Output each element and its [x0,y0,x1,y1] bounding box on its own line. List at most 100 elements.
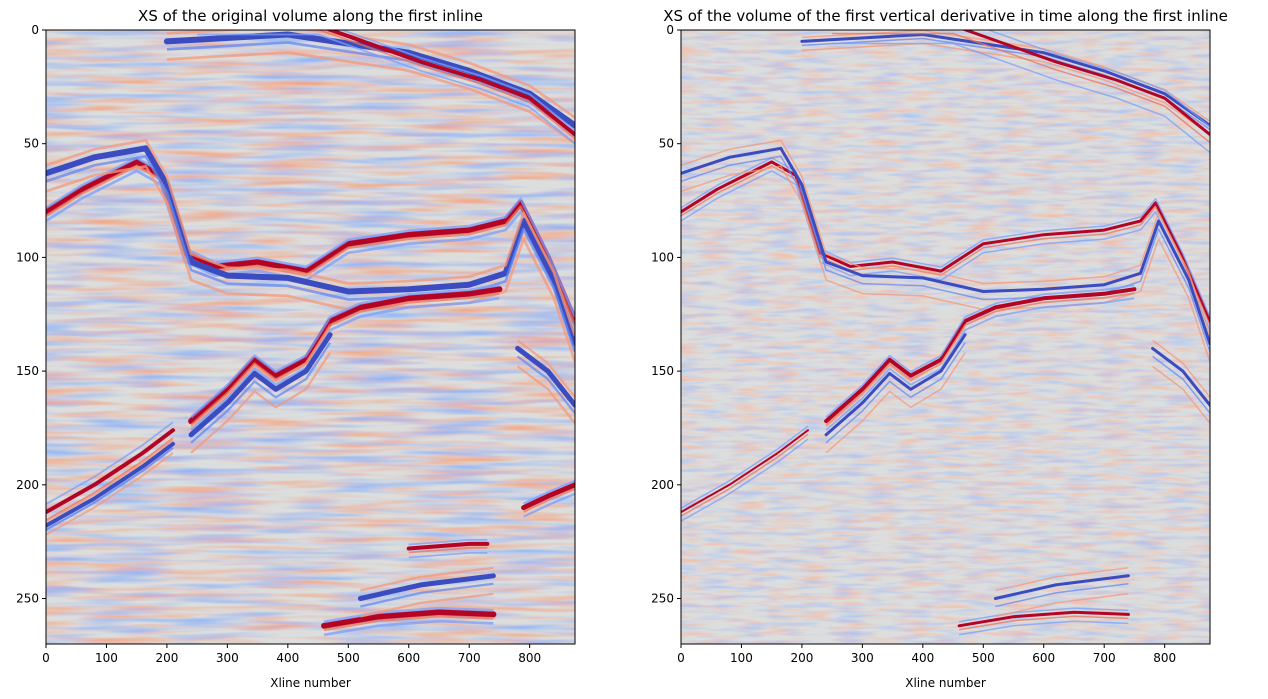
horizon-red [961,30,1210,137]
x-tick-label: 300 [216,651,239,665]
reflector-echo [681,425,809,509]
x-tick-label: 100 [95,651,118,665]
reflector-echo [190,326,332,428]
reflector-echo [832,32,1210,144]
reflector-echo [190,342,332,444]
horizon-blue [188,332,333,438]
reflector-echo [995,593,1129,618]
reflector-echo [190,283,500,419]
horizon-blue [46,145,575,347]
horizon-blue [357,573,496,601]
y-tick-label: 250 [651,592,674,606]
reflector-echo [360,592,494,618]
reflector-echo [46,452,174,536]
reflector-echo [166,51,575,145]
horizon-blue [800,33,1210,127]
reflector-echo [1152,355,1210,414]
x-tick-label: 600 [1032,651,1055,665]
reflector-echo [523,487,575,513]
reflector-echo [46,437,174,521]
horizon-red [957,610,1130,628]
horizon-blue [1151,346,1210,407]
reflector-echo [681,438,809,522]
reflector-echo [681,165,1210,363]
reflector-echo [516,355,575,414]
axes-frame [680,29,1211,645]
reflector-echo [46,154,575,353]
reflector-echo [46,156,575,318]
reflector-echo [681,165,1210,326]
y-tick-label: 50 [659,137,674,151]
y-tick-label: 100 [16,250,39,264]
horizon-red [681,429,809,514]
y-tick-label: 200 [651,478,674,492]
reflector-echo [681,157,1210,318]
reflector-echo [801,42,1210,136]
reflector-echo [408,539,488,546]
x-tick-label: 0 [42,651,50,665]
reflector-echo [681,170,1210,331]
left-panel: 0 100 200 300 400 500 600 700 800 0 50 100 150 200 250… [16,7,576,690]
chart-title: XS of the original volume along the firs… [138,7,483,25]
x-tick-label: 400 [911,651,934,665]
reflector-echo [46,138,575,337]
reflector-echo [801,30,1210,123]
horizon-red [824,287,1137,424]
reflector-echo [995,567,1129,592]
reflector-echo [832,42,1210,154]
x-tick-label: 800 [1153,651,1176,665]
y-tick-label: 200 [16,478,39,492]
y-tick-label: 150 [651,364,674,378]
heatmap-image [46,30,575,644]
horizon-red [324,30,575,137]
horizon-blue [46,441,175,528]
reflector-echo [46,421,174,505]
x-tick-label: 500 [972,651,995,665]
x-axis-label: Xline number [270,676,351,690]
y-tick-label: 0 [666,23,674,37]
reflector-echo [46,439,174,523]
reflector-echo [197,33,575,145]
reflector-echo [825,352,966,454]
horizon-red [46,428,175,515]
x-tick-label: 200 [790,651,813,665]
horizon-red [188,286,503,425]
reflector-echo [323,614,494,632]
x-tick-label: 300 [851,651,874,665]
x-tick-label: 400 [276,651,299,665]
y-tick-label: 150 [16,364,39,378]
x-tick-label: 200 [155,651,178,665]
x-tick-label: 700 [1093,651,1116,665]
y-tick-label: 250 [16,592,39,606]
reflector-echo [825,297,1135,431]
y-tick-label: 100 [651,250,674,264]
reflector-echo [681,433,809,517]
horizon-blue [515,345,575,408]
chart-title: XS of the volume of the first vertical d… [663,7,1228,25]
y-tick-label: 50 [24,137,39,151]
reflector-echo [190,352,332,454]
horizon-red [406,541,490,551]
reflector-echo [958,620,1129,636]
reflector-echo [166,41,575,135]
reflector-echo [360,582,494,608]
reflector-echo [408,547,488,554]
reflector-echo [339,30,575,132]
reflector-echo [323,606,494,624]
reflector-echo [323,619,494,637]
reflector-echo [825,342,966,444]
horizon-red [521,482,575,511]
x-tick-label: 600 [397,651,420,665]
horizon-blue [163,31,575,129]
reflector-echo [197,30,575,140]
x-tick-label: 0 [677,651,685,665]
reflector-echo [46,447,174,531]
reflector-echo [523,479,575,505]
reflector-echo [958,607,1129,623]
reflector-echo [516,339,575,398]
right-panel: 0 100 200 300 400 500 600 700 800 0 50 100 150 200 250… [651,7,1228,690]
reflector-echo [681,139,1210,337]
reflector-echo [360,566,494,592]
reflector-echo [958,615,1129,631]
